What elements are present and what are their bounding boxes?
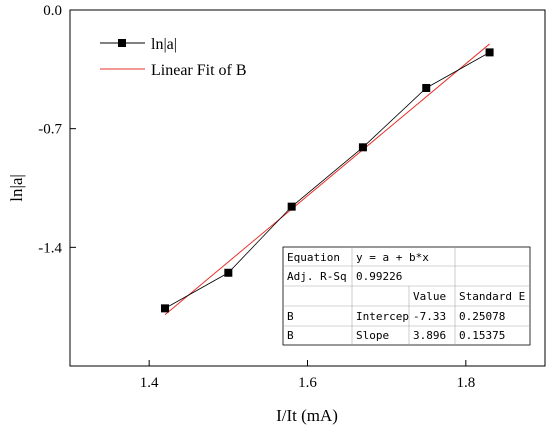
data-point [422, 83, 431, 92]
fit-adjr-label: Adj. R-Sq [287, 270, 347, 283]
data-point [485, 48, 494, 57]
fit-row2-value: 3.896 [413, 329, 446, 342]
legend: ln|a| Linear Fit of B [100, 36, 247, 79]
x-axis-label: I/It (mA) [276, 406, 338, 425]
fit-equation-label: Equation [287, 251, 340, 264]
axis-ticks: 1.4 1.6 1.8 0.0 -0.7 -1.4 [38, 3, 475, 391]
data-point [224, 268, 233, 277]
x-tick-label: 1.6 [298, 375, 317, 391]
data-point [161, 304, 169, 313]
y-tick-label: 0.0 [43, 3, 62, 19]
data-point [358, 143, 367, 152]
fit-row2-stderr: 0.15375 [459, 329, 505, 342]
series-layer [161, 43, 494, 316]
legend-marker-data [118, 39, 126, 47]
data-point [287, 202, 296, 211]
fit-equation-value: y = a + b*x [356, 251, 429, 264]
fit-row1-param: Intercep [356, 310, 409, 323]
fit-row2-group: B [287, 329, 294, 342]
fit-row1-value: -7.33 [413, 310, 446, 323]
series-line-data [164, 52, 490, 309]
legend-label-data: ln|a| [151, 36, 177, 53]
fit-row1-group: B [287, 310, 294, 323]
fit-table: Equation y = a + b*x Adj. R-Sq 0.99226 V… [282, 246, 531, 346]
fit-col-stderr: Standard E [459, 290, 525, 303]
fit-row2-param: Slope [356, 329, 389, 342]
y-tick-label: -1.4 [38, 240, 62, 256]
y-axis-label: ln|a| [7, 174, 26, 202]
fit-adjr-value: 0.99226 [356, 270, 402, 283]
legend-label-fit: Linear Fit of B [151, 62, 247, 79]
y-tick-label: -0.7 [38, 122, 62, 138]
fit-col-value: Value [413, 290, 446, 303]
x-tick-label: 1.4 [140, 375, 159, 391]
series-line-linear-fit [164, 43, 490, 316]
fit-table-frame [282, 246, 531, 346]
x-tick-label: 1.8 [456, 375, 475, 391]
fit-row1-stderr: 0.25078 [459, 310, 505, 323]
